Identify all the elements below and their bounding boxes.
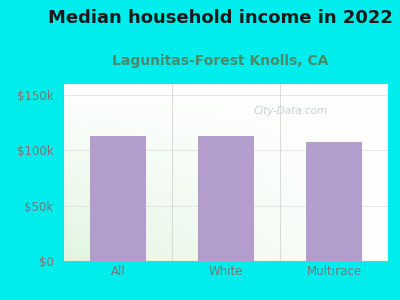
Bar: [198, 136, 254, 261]
Text: City-Data.com: City-Data.com: [254, 106, 328, 116]
Bar: [90, 136, 146, 261]
Text: Median household income in 2022: Median household income in 2022: [48, 9, 392, 27]
Bar: [306, 142, 362, 261]
Text: Lagunitas-Forest Knolls, CA: Lagunitas-Forest Knolls, CA: [112, 54, 328, 68]
